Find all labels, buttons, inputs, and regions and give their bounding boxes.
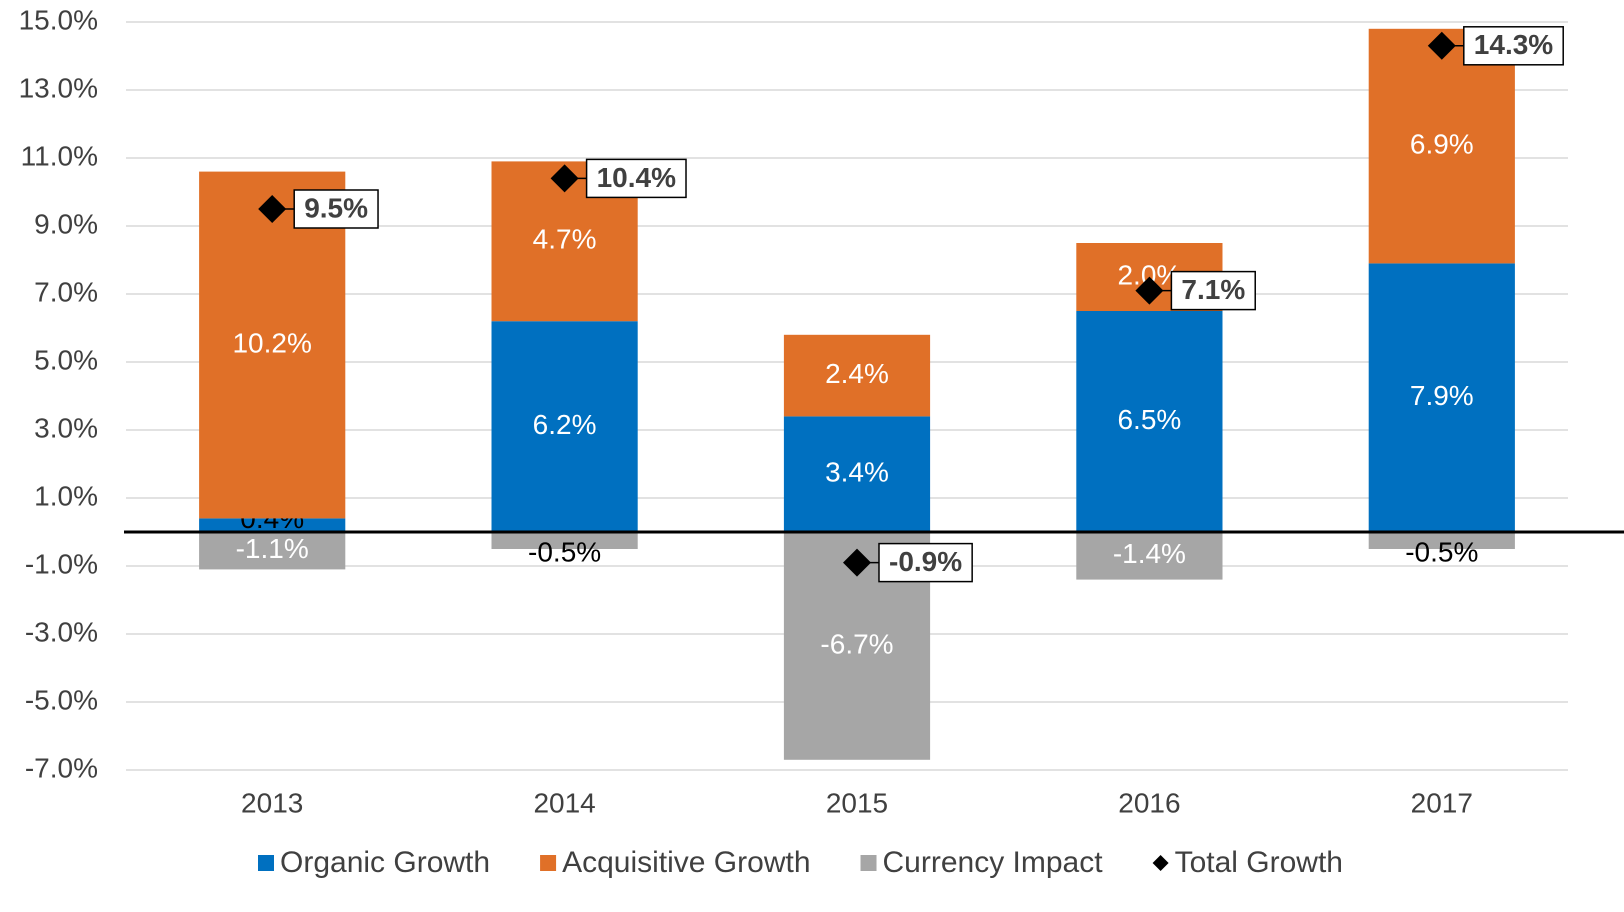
data-label: 6.5% bbox=[1117, 404, 1181, 435]
data-label: 6.2% bbox=[533, 409, 597, 440]
legend-label: Total Growth bbox=[1175, 846, 1343, 879]
y-tick-label: 1.0% bbox=[34, 480, 98, 511]
legend-swatch bbox=[258, 855, 274, 871]
y-tick-label: 13.0% bbox=[19, 72, 98, 103]
legend-swatch bbox=[1152, 855, 1169, 871]
y-tick-label: 7.0% bbox=[34, 276, 98, 307]
data-label: 10.2% bbox=[232, 327, 311, 358]
callout-box bbox=[1170, 270, 1256, 311]
legend-label: Acquisitive Growth bbox=[562, 846, 810, 879]
callout-box bbox=[293, 189, 379, 229]
bar-segment bbox=[1368, 263, 1515, 532]
bar-segment bbox=[1368, 532, 1515, 549]
total-marker bbox=[258, 195, 287, 223]
y-tick-label: -3.0% bbox=[25, 616, 98, 647]
y-tick-label: -7.0% bbox=[25, 752, 98, 783]
bar-segment bbox=[491, 321, 638, 532]
data-label: 3.4% bbox=[825, 457, 889, 488]
x-tick-label: 2013 bbox=[241, 787, 303, 818]
legend-swatch bbox=[860, 855, 877, 871]
total-label: 14.3% bbox=[1474, 29, 1553, 60]
total-marker bbox=[550, 164, 579, 193]
total-label: 7.1% bbox=[1181, 274, 1245, 305]
bar-segment bbox=[1368, 28, 1515, 264]
y-tick-label: 11.0% bbox=[21, 140, 98, 171]
total-marker bbox=[1135, 276, 1164, 305]
legend-label: Currency Impact bbox=[883, 846, 1104, 879]
x-tick-label: 2014 bbox=[533, 787, 595, 818]
callout-box bbox=[585, 158, 687, 199]
y-tick-label: -1.0% bbox=[25, 548, 98, 579]
total-marker bbox=[843, 548, 871, 577]
bar-segment bbox=[783, 416, 931, 532]
legend-swatch bbox=[540, 855, 557, 871]
bar-segment bbox=[199, 532, 346, 570]
y-tick-label: -5.0% bbox=[25, 684, 98, 715]
data-label: -0.5% bbox=[1405, 536, 1478, 567]
callout-box bbox=[1463, 26, 1564, 66]
legend-label: Organic Growth bbox=[280, 846, 490, 879]
data-label: 6.9% bbox=[1410, 128, 1474, 159]
total-label: -0.9% bbox=[889, 546, 962, 577]
data-label: 7.9% bbox=[1410, 380, 1474, 411]
bar-segment bbox=[1076, 532, 1223, 580]
total-label: 10.4% bbox=[597, 162, 676, 193]
bar-segment bbox=[199, 171, 346, 519]
y-tick-label: 15.0% bbox=[19, 4, 98, 35]
bar-segment bbox=[1076, 311, 1223, 532]
data-label: -0.5% bbox=[528, 536, 601, 567]
data-label: 2.4% bbox=[825, 358, 889, 389]
bar-segment bbox=[491, 532, 638, 549]
total-label: 9.5% bbox=[304, 192, 368, 223]
total-marker bbox=[1427, 31, 1456, 60]
x-tick-label: 2016 bbox=[1118, 787, 1180, 818]
x-tick-label: 2015 bbox=[826, 787, 888, 818]
data-label: 4.7% bbox=[533, 224, 597, 255]
data-label: -1.4% bbox=[1113, 538, 1186, 569]
y-tick-label: 9.0% bbox=[34, 208, 98, 239]
bar-segment bbox=[199, 518, 346, 532]
callout-box bbox=[878, 542, 973, 583]
y-tick-label: 3.0% bbox=[34, 412, 98, 443]
x-tick-label: 2017 bbox=[1411, 787, 1473, 818]
data-label: -6.7% bbox=[820, 628, 893, 659]
data-label: -1.1% bbox=[236, 533, 309, 564]
y-tick-label: 5.0% bbox=[34, 344, 98, 375]
bar-segment bbox=[783, 334, 931, 417]
